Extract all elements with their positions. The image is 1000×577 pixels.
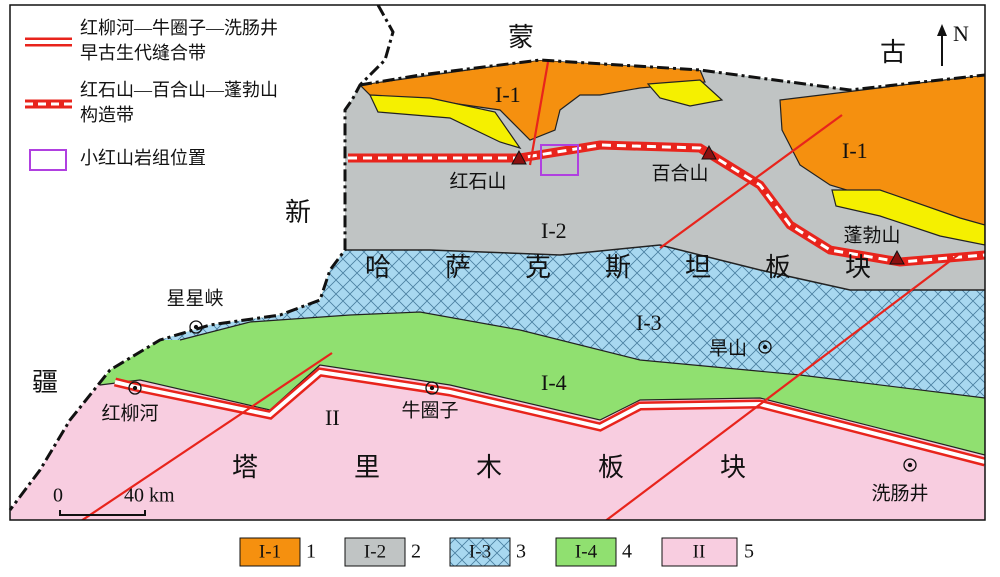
key-code: II — [693, 541, 706, 562]
key-swatch — [555, 537, 617, 567]
plate-name: 塔里木板块 — [232, 453, 842, 482]
faults — [74, 61, 959, 520]
key-code: I-3 — [469, 541, 491, 562]
unit-key: I-1 I-2 I-3 I-4 II 1 2 3 4 5 — [239, 537, 754, 567]
peak-marker — [701, 144, 717, 160]
yellow-unit — [369, 94, 522, 150]
yellow-unit — [831, 189, 985, 246]
site-markers — [128, 320, 917, 472]
unit-label: I-1 — [495, 82, 521, 107]
fault — [659, 114, 843, 249]
region-name: 疆 — [32, 368, 58, 397]
legend-text: 红柳河—牛圈子—洗肠井 — [80, 18, 278, 38]
legend-text: 早古生代缝合带 — [80, 43, 206, 63]
site-marker — [189, 320, 203, 334]
key-number: 5 — [744, 541, 754, 563]
unit-label: I-2 — [541, 218, 567, 243]
site-label: 蓬勃山 — [843, 224, 900, 246]
key-code: I-1 — [259, 541, 281, 562]
site-marker — [758, 340, 772, 354]
north-label: N — [953, 21, 969, 46]
key-number: 1 — [306, 541, 316, 563]
region-name: 蒙 — [508, 23, 534, 52]
map-symbol — [429, 385, 435, 391]
site-label: 旱山 — [709, 337, 747, 359]
region-name: 古 — [880, 38, 906, 67]
scale-bar — [59, 510, 146, 516]
map-symbol — [132, 385, 138, 391]
unit-boundary — [179, 311, 985, 399]
peak-marker — [511, 149, 527, 165]
plate-name: 哈萨克斯坦板块 — [365, 253, 925, 282]
site-label: 牛圈子 — [401, 399, 458, 421]
peak-markers — [511, 144, 905, 265]
key-code: I-4 — [575, 541, 598, 562]
site-marker — [903, 458, 917, 472]
fault — [74, 352, 333, 520]
key-code: I-2 — [364, 541, 386, 562]
site-label: 百合山 — [651, 162, 708, 184]
region-name: 新 — [285, 198, 311, 227]
unit-label: I-3 — [636, 310, 662, 335]
suture-zone — [114, 369, 985, 464]
unit-boundary — [99, 364, 985, 456]
scale-label: 40 km — [124, 485, 175, 507]
legend-text: 小红山岩组位置 — [80, 148, 206, 168]
map-symbol — [762, 344, 768, 350]
legend-symbol — [29, 149, 67, 171]
map-frame — [9, 4, 986, 521]
legend: 红柳河—牛圈子—洗肠井 早古生代缝合带 红石山—百合山—蓬勃山 构造带 小红山岩… — [11, 6, 336, 184]
unit-label: I-4 — [541, 370, 567, 395]
key-swatch — [661, 537, 738, 567]
site-label: 洗肠井 — [871, 482, 928, 504]
national-border — [8, 4, 395, 511]
unit-label: II — [325, 405, 340, 430]
site-label: 红石山 — [449, 170, 506, 192]
xiaohongshan-location — [540, 144, 579, 176]
unit-label: I-1 — [842, 138, 868, 163]
site-marker — [128, 381, 142, 395]
scale-label: 0 — [53, 485, 63, 507]
national-border — [359, 58, 986, 92]
legend-text: 构造带 — [80, 105, 134, 125]
fault — [599, 254, 959, 520]
key-swatch — [449, 537, 511, 567]
peak-marker — [889, 249, 905, 265]
tectonic-belt — [348, 143, 985, 264]
map-symbol — [193, 324, 199, 330]
site-marker — [425, 381, 439, 395]
map-symbol — [907, 462, 913, 468]
legend-text: 红石山—百合山—蓬勃山 — [80, 80, 278, 100]
yellow-unit — [646, 79, 724, 107]
key-number: 4 — [622, 541, 632, 563]
key-number: 2 — [411, 541, 421, 563]
fault — [528, 61, 550, 166]
key-number: 3 — [516, 541, 526, 563]
key-swatch — [239, 537, 301, 567]
key-swatch — [344, 537, 406, 567]
north-arrow — [937, 24, 947, 36]
site-label: 红柳河 — [101, 402, 158, 424]
site-label: 星星峡 — [166, 287, 223, 309]
